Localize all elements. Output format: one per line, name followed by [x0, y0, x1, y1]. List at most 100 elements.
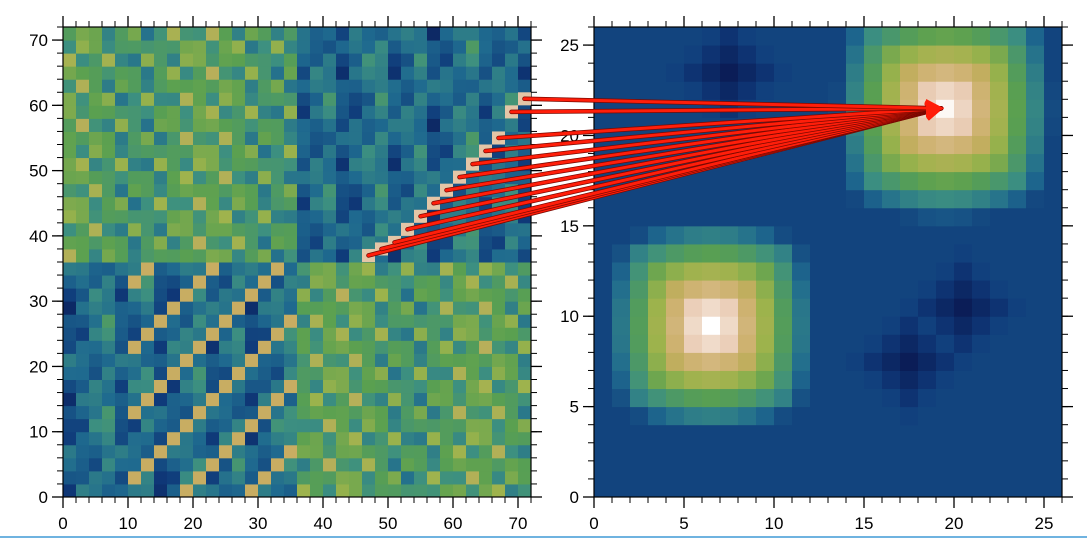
left-heatmap-cell	[76, 405, 90, 420]
left-heatmap-cell	[206, 301, 220, 315]
left-heatmap-cell	[466, 483, 480, 498]
right-heatmap-cell	[972, 388, 991, 408]
left-heatmap-cell	[466, 327, 480, 341]
right-heatmap-cell	[1026, 460, 1045, 480]
right-heatmap-cell	[1044, 424, 1063, 444]
left-heatmap-cell	[180, 144, 194, 159]
right-heatmap-cell	[954, 334, 973, 353]
right-heatmap-cell	[954, 27, 973, 46]
left-heatmap-cell	[284, 366, 298, 380]
left-heatmap-cell	[141, 183, 155, 198]
right-heatmap-cell	[918, 298, 937, 317]
left-heatmap-cell	[206, 92, 220, 106]
left-heatmap-cell	[180, 366, 194, 380]
right-x-tick-label: 10	[765, 514, 784, 533]
left-heatmap-cell	[362, 288, 376, 302]
right-heatmap-cell	[828, 153, 847, 173]
left-heatmap-cell	[349, 92, 363, 106]
left-heatmap-cell	[505, 457, 519, 472]
left-heatmap-cell	[284, 327, 298, 341]
left-heatmap-cell	[193, 431, 207, 446]
right-heatmap-cell	[936, 81, 955, 100]
left-heatmap-cell	[414, 79, 428, 93]
right-heatmap-cell	[630, 45, 649, 64]
left-heatmap-cell	[323, 248, 337, 263]
left-heatmap-cell	[180, 40, 194, 54]
left-heatmap-cell	[128, 170, 142, 185]
left-heatmap-cell	[310, 353, 324, 367]
left-heatmap-cell	[388, 222, 402, 237]
right-heatmap-cell	[1008, 243, 1027, 263]
left-heatmap-cell	[193, 131, 207, 145]
right-heatmap-cell	[828, 135, 847, 155]
left-heatmap-cell	[323, 235, 337, 250]
left-heatmap-cell	[141, 170, 155, 185]
left-heatmap-cell	[167, 196, 181, 211]
left-heatmap-cell	[141, 235, 155, 250]
left-heatmap-cell	[336, 209, 350, 224]
right-heatmap-cell	[810, 334, 829, 353]
right-heatmap-cell	[882, 334, 901, 353]
left-heatmap-cell	[479, 405, 493, 420]
left-heatmap-cell	[141, 66, 155, 80]
left-heatmap-cell	[518, 53, 532, 67]
left-heatmap-cell	[219, 209, 233, 224]
right-heatmap-cell	[792, 352, 811, 371]
right-heatmap-cell	[882, 424, 901, 444]
left-heatmap-cell	[284, 392, 298, 407]
left-heatmap-cell	[63, 353, 77, 367]
left-heatmap-cell	[76, 275, 90, 289]
left-heatmap-cell	[76, 327, 90, 341]
right-heatmap-cell	[594, 352, 613, 371]
right-heatmap-cell	[828, 442, 847, 462]
left-heatmap-cell	[362, 196, 376, 211]
right-heatmap-cell	[810, 406, 829, 426]
left-heatmap-cell	[375, 366, 389, 380]
left-heatmap-cell	[141, 431, 155, 446]
left-heatmap-cell	[375, 262, 389, 276]
right-heatmap-cell	[810, 243, 829, 263]
left-heatmap-cell	[115, 196, 129, 211]
right-heatmap-cell	[630, 388, 649, 408]
left-heatmap-cell	[297, 275, 311, 289]
left-heatmap-cell	[167, 379, 181, 394]
left-heatmap-cell	[479, 66, 493, 80]
right-heatmap-cell	[666, 27, 685, 46]
right-heatmap-cell	[972, 334, 991, 353]
left-heatmap-cell	[141, 392, 155, 407]
left-heatmap-cell	[89, 118, 103, 132]
left-heatmap-cell	[323, 92, 337, 106]
left-heatmap-cell	[115, 405, 129, 420]
left-heatmap-cell	[440, 92, 454, 106]
left-heatmap-cell	[271, 105, 285, 119]
left-heatmap-cell	[336, 470, 350, 485]
left-heatmap-cell	[271, 366, 285, 380]
left-heatmap-cell	[89, 444, 103, 459]
left-heatmap-cell	[414, 170, 428, 185]
right-heatmap-cell	[828, 460, 847, 480]
right-heatmap-cell	[756, 45, 775, 64]
left-heatmap-cell	[76, 418, 90, 433]
right-heatmap-cell	[1008, 442, 1027, 462]
left-heatmap-cell	[258, 170, 272, 185]
left-heatmap-cell	[206, 392, 220, 407]
left-heatmap-cell	[167, 353, 181, 367]
left-heatmap-cell	[154, 340, 168, 354]
left-heatmap-cell	[362, 470, 376, 485]
left-heatmap-cell	[349, 353, 363, 367]
right-heatmap-cell	[900, 171, 919, 191]
left-heatmap-cell	[297, 301, 311, 315]
left-heatmap-cell	[219, 105, 233, 119]
right-heatmap-cell	[738, 262, 757, 281]
left-heatmap-cell	[453, 275, 467, 289]
left-heatmap-cell	[401, 92, 415, 106]
left-heatmap-cell	[167, 301, 181, 315]
left-heatmap-cell	[63, 66, 77, 80]
left-heatmap-cell	[388, 196, 402, 211]
left-heatmap-cell	[505, 288, 519, 302]
left-heatmap-cell	[336, 144, 350, 159]
left-heatmap-cell	[193, 483, 207, 498]
left-heatmap-cell	[336, 366, 350, 380]
right-heatmap-cell	[720, 424, 739, 444]
right-heatmap-cell	[612, 370, 631, 390]
